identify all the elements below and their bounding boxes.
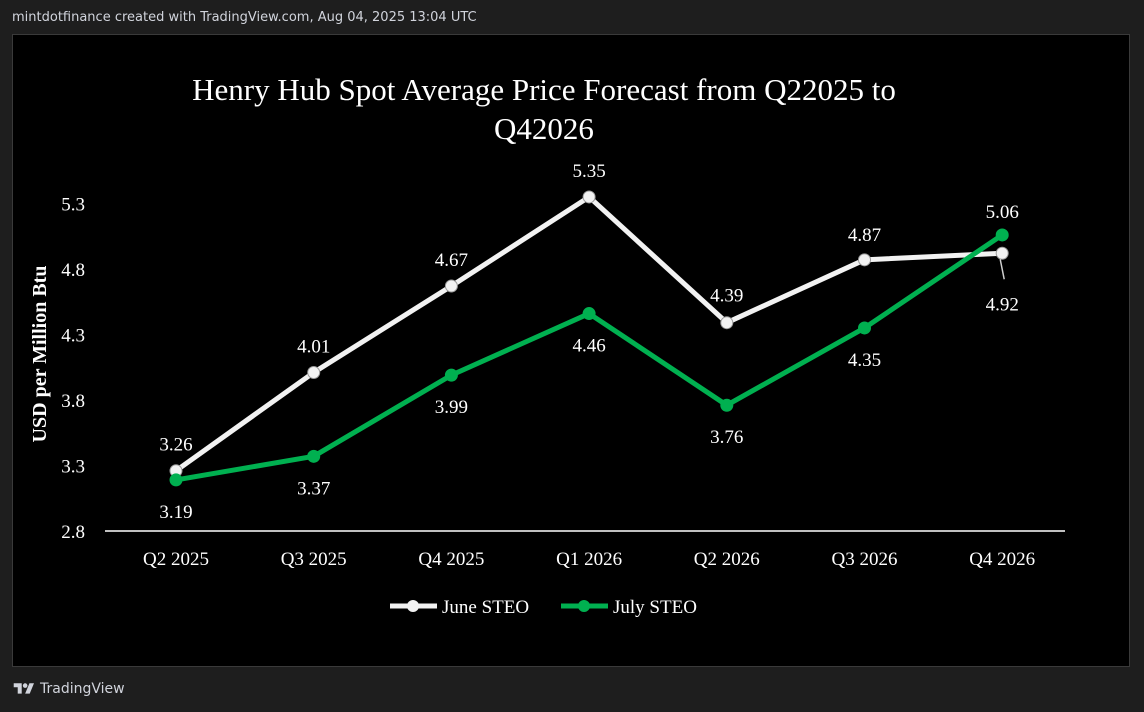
data-point bbox=[169, 473, 183, 487]
data-label: 4.87 bbox=[848, 225, 881, 246]
chart-title: Henry Hub Spot Average Price Forecast fr… bbox=[192, 72, 896, 146]
line-chart: Henry Hub Spot Average Price Forecast fr… bbox=[29, 72, 1065, 618]
data-label: 4.39 bbox=[710, 286, 743, 307]
y-axis-ticks: 2.8 3.3 3.8 4.3 4.8 5.3 bbox=[61, 195, 85, 544]
data-point bbox=[995, 246, 1009, 260]
x-tick-label: Q4 2025 bbox=[418, 549, 484, 570]
data-point bbox=[582, 190, 596, 204]
x-tick-label: Q2 2026 bbox=[694, 549, 760, 570]
data-point bbox=[995, 228, 1009, 242]
data-label: 3.37 bbox=[297, 478, 330, 499]
series-group: 3.26 4.01 4.67 5.35 4.39 4.87 4.92 3.19 3.37 3.99… bbox=[159, 161, 1018, 523]
legend-label: June STEO bbox=[442, 597, 529, 618]
legend-swatch-marker bbox=[578, 600, 590, 612]
data-point bbox=[720, 316, 734, 330]
y-axis-label: USD per Million Btu bbox=[29, 266, 51, 443]
footer-brand: TradingView bbox=[40, 681, 125, 697]
y-tick-label: 5.3 bbox=[61, 195, 85, 216]
y-tick-label: 2.8 bbox=[61, 522, 85, 543]
chart-panel: Henry Hub Spot Average Price Forecast fr… bbox=[12, 34, 1130, 667]
data-label: 3.99 bbox=[435, 397, 468, 418]
x-tick-label: Q4 2026 bbox=[969, 549, 1035, 570]
data-point bbox=[444, 368, 458, 382]
x-tick-label: Q1 2026 bbox=[556, 549, 622, 570]
data-point bbox=[858, 253, 871, 267]
chart-title-line: Q42026 bbox=[494, 111, 594, 146]
footer: TradingView bbox=[12, 681, 125, 697]
data-label: 5.06 bbox=[986, 202, 1019, 223]
data-point bbox=[307, 449, 321, 463]
y-tick-label: 4.8 bbox=[61, 260, 85, 281]
tradingview-logo-icon bbox=[13, 683, 34, 694]
x-tick-label: Q3 2026 bbox=[832, 549, 898, 570]
data-point bbox=[858, 321, 871, 335]
data-label: 3.76 bbox=[710, 427, 743, 448]
legend: June STEO July STEO bbox=[390, 597, 697, 618]
data-label: 5.35 bbox=[572, 161, 605, 182]
y-tick-label: 3.8 bbox=[61, 391, 85, 412]
data-label: 4.67 bbox=[435, 250, 468, 271]
x-tick-label: Q3 2025 bbox=[281, 549, 347, 570]
data-point bbox=[444, 279, 458, 293]
data-label: 3.26 bbox=[159, 435, 192, 456]
chart-title-line: Henry Hub Spot Average Price Forecast fr… bbox=[192, 72, 896, 107]
data-point bbox=[582, 307, 596, 321]
x-axis-ticks: Q2 2025 Q3 2025 Q4 2025 Q1 2026 Q2 2026 Q3 20… bbox=[143, 549, 1035, 570]
x-tick-label: Q2 2025 bbox=[143, 549, 209, 570]
legend-swatch-marker bbox=[407, 600, 419, 612]
data-label: 4.46 bbox=[572, 336, 605, 357]
data-label-leader-line bbox=[999, 259, 1005, 280]
chart-attribution: mintdotfinance created with TradingView.… bbox=[12, 10, 477, 25]
data-label: 4.92 bbox=[986, 294, 1019, 315]
data-point bbox=[307, 365, 321, 379]
data-label: 3.19 bbox=[159, 502, 192, 523]
y-tick-label: 3.3 bbox=[61, 457, 85, 478]
data-label: 4.35 bbox=[848, 350, 881, 371]
data-label: 4.01 bbox=[297, 336, 330, 357]
y-tick-label: 4.3 bbox=[61, 326, 85, 347]
legend-label: July STEO bbox=[613, 597, 697, 618]
data-point bbox=[720, 398, 734, 412]
